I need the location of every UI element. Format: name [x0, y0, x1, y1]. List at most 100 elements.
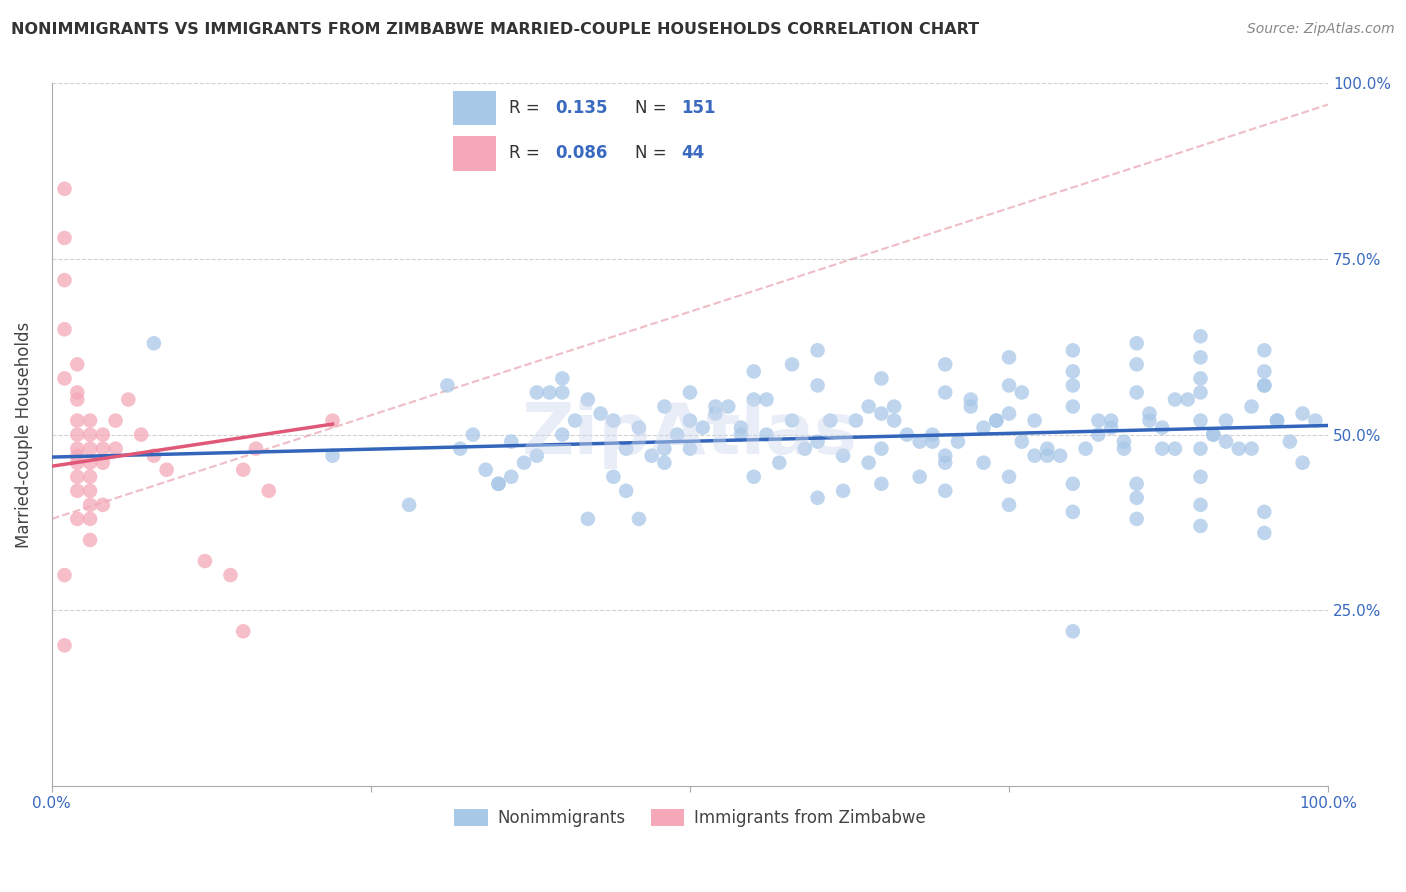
Point — [742, 392, 765, 407]
Point — [1189, 371, 1212, 385]
Point — [66, 442, 89, 456]
Text: Source: ZipAtlas.com: Source: ZipAtlas.com — [1247, 22, 1395, 37]
Point — [602, 413, 624, 427]
Point — [832, 449, 855, 463]
Point — [1253, 343, 1275, 358]
Point — [1062, 505, 1084, 519]
Point — [232, 463, 254, 477]
Point — [53, 182, 76, 196]
Point — [1125, 385, 1147, 400]
Point — [806, 491, 828, 505]
Point — [1125, 491, 1147, 505]
Point — [627, 512, 650, 526]
Point — [755, 392, 778, 407]
Point — [946, 434, 969, 449]
Point — [806, 434, 828, 449]
Point — [66, 456, 89, 470]
Point — [1291, 456, 1313, 470]
Point — [551, 385, 574, 400]
Point — [79, 498, 101, 512]
Point — [1189, 519, 1212, 533]
Point — [488, 476, 510, 491]
Point — [627, 420, 650, 434]
Point — [780, 357, 803, 371]
Point — [91, 427, 114, 442]
Point — [934, 385, 956, 400]
Point — [1112, 434, 1135, 449]
Point — [551, 371, 574, 385]
Point — [79, 512, 101, 526]
Point — [692, 420, 714, 434]
Point — [679, 385, 702, 400]
Text: R =: R = — [509, 99, 546, 117]
Point — [998, 498, 1021, 512]
Point — [232, 624, 254, 639]
Point — [104, 442, 127, 456]
Point — [768, 456, 790, 470]
Point — [1215, 434, 1237, 449]
Point — [1265, 413, 1288, 427]
Text: 0.135: 0.135 — [555, 99, 607, 117]
Point — [1291, 407, 1313, 421]
Point — [53, 322, 76, 336]
Text: R =: R = — [509, 145, 546, 162]
Point — [1036, 442, 1059, 456]
Point — [1253, 505, 1275, 519]
Point — [53, 638, 76, 652]
FancyBboxPatch shape — [453, 91, 496, 126]
Point — [436, 378, 458, 392]
Point — [79, 442, 101, 456]
Point — [934, 449, 956, 463]
Point — [474, 463, 496, 477]
Point — [870, 371, 893, 385]
Point — [156, 463, 179, 477]
Point — [142, 336, 165, 351]
Point — [908, 469, 931, 483]
Point — [1305, 413, 1327, 427]
Point — [1177, 392, 1199, 407]
Point — [219, 568, 242, 582]
Point — [870, 407, 893, 421]
Point — [1152, 420, 1174, 434]
Point — [1278, 434, 1301, 449]
Point — [973, 456, 995, 470]
Point — [194, 554, 217, 568]
Point — [513, 456, 536, 470]
Point — [1139, 407, 1161, 421]
Point — [998, 407, 1021, 421]
Point — [79, 533, 101, 547]
Point — [66, 392, 89, 407]
Point — [1062, 364, 1084, 378]
Point — [66, 413, 89, 427]
Point — [1125, 512, 1147, 526]
Point — [501, 434, 523, 449]
Point — [91, 442, 114, 456]
Point — [973, 420, 995, 434]
Point — [53, 231, 76, 245]
Point — [998, 469, 1021, 483]
Point — [1062, 476, 1084, 491]
FancyBboxPatch shape — [453, 136, 496, 170]
Point — [66, 483, 89, 498]
Point — [79, 469, 101, 483]
Point — [449, 442, 471, 456]
Point — [142, 449, 165, 463]
Point — [998, 351, 1021, 365]
Point — [896, 427, 918, 442]
Point — [53, 273, 76, 287]
Point — [1253, 364, 1275, 378]
Point — [526, 385, 548, 400]
Point — [1189, 469, 1212, 483]
Point — [66, 357, 89, 371]
Point — [870, 442, 893, 456]
Point — [1125, 357, 1147, 371]
Legend: Nonimmigrants, Immigrants from Zimbabwe: Nonimmigrants, Immigrants from Zimbabwe — [447, 802, 932, 834]
Text: N =: N = — [634, 99, 672, 117]
Point — [883, 400, 905, 414]
Point — [53, 371, 76, 385]
Point — [934, 456, 956, 470]
Point — [488, 476, 510, 491]
Point — [1024, 449, 1046, 463]
Point — [730, 427, 752, 442]
Point — [1125, 336, 1147, 351]
